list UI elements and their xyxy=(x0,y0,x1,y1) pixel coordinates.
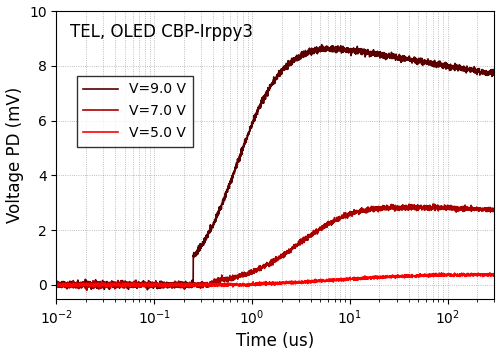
V=9.0 V xyxy=(54,283,60,288)
Text: TEL, OLED CBP-Irppy3: TEL, OLED CBP-Irppy3 xyxy=(70,22,252,41)
V=9.0 V xyxy=(130,283,136,287)
V=9.0 V xyxy=(222,198,228,203)
V=7.0 V xyxy=(54,281,60,285)
V=9.0 V xyxy=(318,42,324,47)
V=5.0 V xyxy=(483,272,489,276)
V=9.0 V xyxy=(483,68,489,73)
V=7.0 V xyxy=(483,209,489,214)
V=7.0 V xyxy=(104,283,110,287)
V=5.0 V xyxy=(130,283,136,288)
V=5.0 V xyxy=(222,282,228,286)
V=9.0 V xyxy=(144,288,150,292)
V=9.0 V xyxy=(436,62,442,66)
V=7.0 V xyxy=(222,276,228,281)
V=5.0 V xyxy=(104,283,110,287)
V=5.0 V xyxy=(436,273,442,277)
V=9.0 V xyxy=(104,284,110,289)
V=7.0 V xyxy=(240,275,246,279)
V=9.0 V xyxy=(492,71,498,75)
V=9.0 V xyxy=(240,145,246,150)
Line: V=9.0 V: V=9.0 V xyxy=(56,44,494,290)
V=7.0 V xyxy=(84,288,89,293)
V=5.0 V xyxy=(492,273,498,277)
V=5.0 V xyxy=(438,271,444,275)
Line: V=5.0 V: V=5.0 V xyxy=(56,273,494,287)
V=7.0 V xyxy=(430,202,436,206)
X-axis label: Time (us): Time (us) xyxy=(236,333,314,350)
V=7.0 V xyxy=(130,282,136,286)
Line: V=7.0 V: V=7.0 V xyxy=(56,204,494,290)
V=5.0 V xyxy=(54,282,60,286)
Y-axis label: Voltage PD (mV): Voltage PD (mV) xyxy=(6,87,24,223)
V=5.0 V xyxy=(102,285,108,289)
V=7.0 V xyxy=(436,205,442,209)
V=5.0 V xyxy=(240,283,246,287)
Legend: V=9.0 V, V=7.0 V, V=5.0 V: V=9.0 V, V=7.0 V, V=5.0 V xyxy=(76,75,194,147)
V=7.0 V xyxy=(492,207,498,211)
